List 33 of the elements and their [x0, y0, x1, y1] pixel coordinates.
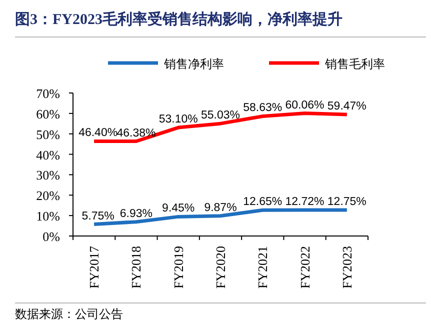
y-tick-label: 60%	[36, 106, 60, 122]
data-label: 9.87%	[204, 202, 237, 214]
x-tick-label: FY2023	[339, 246, 354, 289]
data-label: 12.65%	[243, 196, 282, 208]
data-label: 59.47%	[327, 100, 366, 113]
data-label: 9.45%	[162, 202, 195, 215]
x-tick-label: FY2018	[128, 246, 144, 289]
data-label: 46.38%	[116, 127, 156, 140]
data-label: 6.93%	[120, 208, 153, 220]
data-label: 55.03%	[200, 110, 240, 122]
y-tick-label: 50%	[36, 126, 60, 142]
x-tick-label: FY2019	[170, 246, 186, 289]
y-tick-label: 70%	[36, 86, 60, 101]
y-tick-label: 20%	[36, 188, 60, 204]
y-tick-label: 0%	[42, 229, 60, 244]
data-label: 53.10%	[158, 114, 198, 126]
title: 图3：FY2023毛利率受销售结构影响，净利率提升	[15, 12, 342, 28]
data-label: 46.40%	[78, 127, 118, 140]
data-label: 12.75%	[327, 196, 366, 208]
x-tick-label: FY2017	[86, 246, 102, 289]
data-label: 58.63%	[243, 102, 282, 114]
data-label: 5.75%	[82, 210, 114, 222]
legend-label: 销售毛利率	[324, 57, 385, 71]
x-tick-label: FY2021	[255, 246, 270, 289]
annotation: 数据来源：公司公告	[15, 307, 123, 321]
y-tick-label: 40%	[36, 147, 60, 162]
data-label: 60.06%	[285, 99, 324, 112]
data-label: 12.72%	[285, 196, 324, 208]
x-tick-label: FY2022	[297, 246, 312, 289]
y-tick-label: 10%	[36, 208, 60, 224]
y-tick-label: 30%	[36, 168, 60, 183]
x-tick-label: FY2020	[213, 246, 228, 289]
legend-label: 销售净利率	[163, 57, 224, 71]
